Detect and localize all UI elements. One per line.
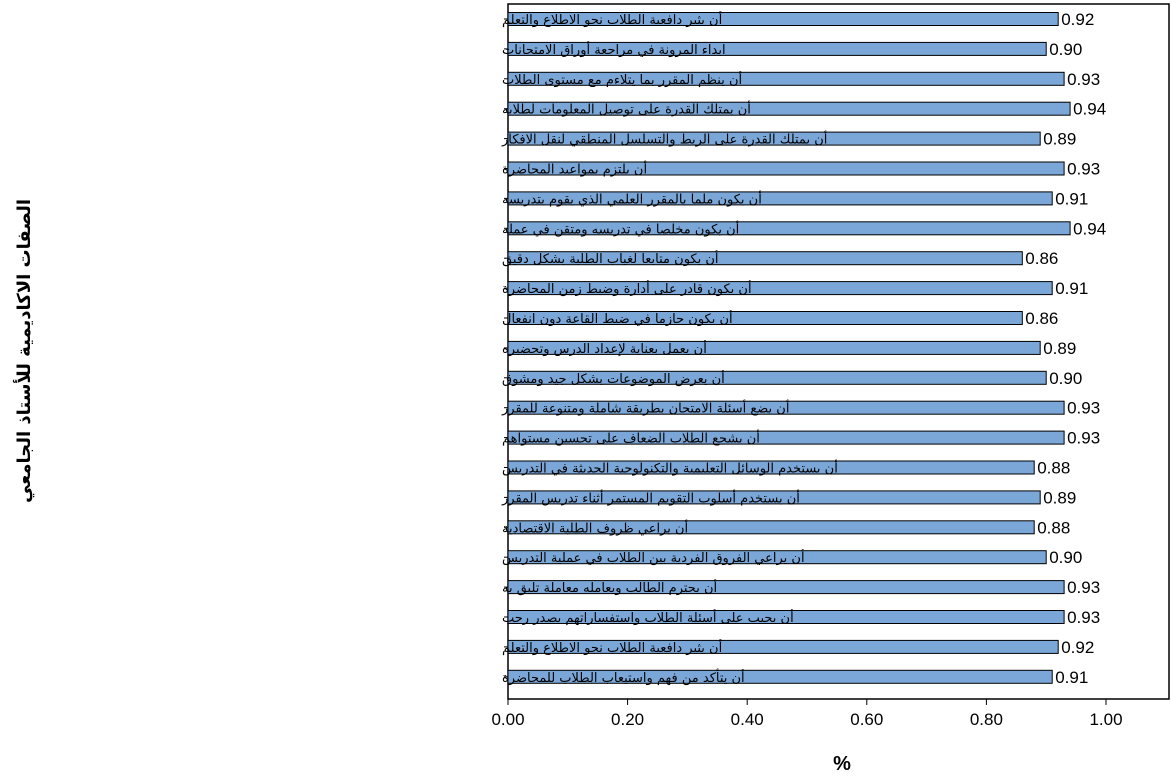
value-label: 0.92 xyxy=(1061,638,1094,657)
x-tick-label: 0.60 xyxy=(850,710,883,729)
value-label: 0.86 xyxy=(1025,249,1058,268)
category-labels-group: أن يثير دافعية الطلاب نحو الاطلاع والتعل… xyxy=(501,11,838,686)
value-label: 0.91 xyxy=(1055,279,1088,298)
value-label: 0.93 xyxy=(1067,70,1100,89)
category-label: أن يستخدم الوسائل التعليمية والتكنولوجية… xyxy=(502,460,838,477)
y-axis-title: الصفات الاكاديمية للأستاذ الجامعي xyxy=(13,199,35,503)
value-label: 0.91 xyxy=(1055,668,1088,687)
category-label: أن يراعي الفروق الفردية بين الطلاب في عم… xyxy=(502,549,805,566)
category-label: أن يمتلك القدرة على الربط والتسلسل المنط… xyxy=(501,131,827,148)
category-label: أن يستخدم أسلوب التقويم المستمر أثناء تد… xyxy=(501,489,800,506)
value-label: 0.88 xyxy=(1037,518,1070,537)
value-label: 0.90 xyxy=(1049,40,1082,59)
x-axis-title: % xyxy=(833,753,851,775)
category-label: أن يضع أسئلة الامتحان بطريقة شاملة ومتنو… xyxy=(501,400,789,417)
category-label: أن يحترم الطالب ويعامله معاملة تليق به xyxy=(502,579,717,596)
category-label: أن يكون مخلصا في تدريسه ومتقن في عمله xyxy=(502,220,739,237)
category-label: أن يلتزم بمواعيد المحاضرة xyxy=(502,161,647,178)
category-label: أن يراعي ظروف الطلبة الاقتصادية xyxy=(502,519,688,536)
value-label: 0.90 xyxy=(1049,548,1082,567)
x-tick-label: 0.40 xyxy=(731,710,764,729)
category-label: أن ينظم المقرر بما يتلاءم مع مستوى الطلا… xyxy=(502,71,742,88)
x-axis-ticks-group: 0.00 0.20 0.40 0.60 0.80 1.00 xyxy=(491,699,1123,729)
category-label: أن يثير دافعية الطلاب نحو الاطلاع والتعل… xyxy=(502,11,722,28)
category-label: أن يشجع الطلاب الضعاف على تحسين مستواهم xyxy=(502,430,760,447)
x-tick-label: 0.80 xyxy=(970,710,1003,729)
category-label: ابداء المرونة في مراجعة أوراق الامتحانات xyxy=(502,41,726,58)
value-label: 0.93 xyxy=(1067,578,1100,597)
bars-group xyxy=(504,12,1071,684)
category-label: أن يعمل بعناية لإعداد الدرس وتحضيره xyxy=(502,340,707,357)
value-label: 0.93 xyxy=(1067,608,1100,627)
category-label: أن يعرض الموضوعات بشكل جيد ومشوق xyxy=(502,370,725,387)
value-label: 0.91 xyxy=(1055,189,1088,208)
x-tick-label: 0.20 xyxy=(611,710,644,729)
category-label: أن يمتلك القدرة على توصيل المعلومات لطلا… xyxy=(502,101,751,118)
category-label: أن يجيب على أسئلة الطلاب واستفساراتهم بص… xyxy=(502,609,794,626)
value-label: 0.89 xyxy=(1043,488,1076,507)
category-label: أن يكون ملما بالمقرر العلمي الذي يقوم بت… xyxy=(502,190,762,207)
value-label: 0.89 xyxy=(1043,339,1076,358)
value-label: 0.93 xyxy=(1067,429,1100,448)
category-label: أن يكون متابعا لغياب الطلبة بشكل دقيق xyxy=(502,250,719,267)
value-label: 0.88 xyxy=(1037,459,1070,478)
value-label: 0.94 xyxy=(1073,100,1106,119)
category-label: أن يثير دافعية الطلاب نحو الاطلاع والتعل… xyxy=(502,639,722,656)
category-label: أن يكون حازما في ضبط القاعة دون انفعال xyxy=(502,310,733,327)
category-label: أن يتأكد من فهم واستيعاب الطلاب للمحاضرة xyxy=(502,668,745,686)
value-label: 0.86 xyxy=(1025,309,1058,328)
value-label: 0.93 xyxy=(1067,399,1100,418)
value-label: 0.90 xyxy=(1049,369,1082,388)
x-tick-label: 1.00 xyxy=(1089,710,1122,729)
value-label: 0.92 xyxy=(1061,10,1094,29)
category-label: أن يكون قادر على أدارة وضبط زمن المحاضرة xyxy=(502,280,752,297)
value-label: 0.94 xyxy=(1073,219,1106,238)
value-label: 0.89 xyxy=(1043,130,1076,149)
value-labels-group: 0.92 0.90 0.93 0.94 0.89 0.93 0.91 0.94 0.86 0.91… xyxy=(1025,10,1106,687)
value-label: 0.93 xyxy=(1067,160,1100,179)
x-tick-label: 0.00 xyxy=(491,710,524,729)
